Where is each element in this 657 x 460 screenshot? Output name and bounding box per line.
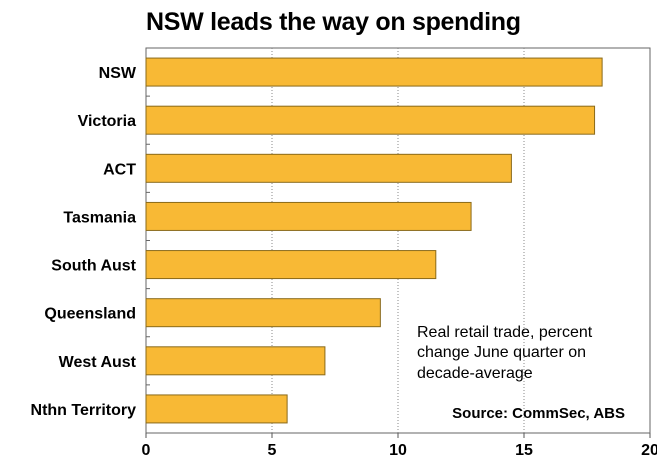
bar xyxy=(145,250,437,280)
bar xyxy=(145,57,603,87)
bar xyxy=(145,201,472,231)
x-axis: 0 5 10 15 20 xyxy=(142,433,657,459)
category-label: West Aust xyxy=(59,354,137,371)
category-label: Queensland xyxy=(44,306,136,323)
x-tick-label: 10 xyxy=(389,442,407,459)
x-tick-label: 0 xyxy=(142,442,151,459)
bar xyxy=(145,153,512,183)
x-tick-label: 20 xyxy=(641,442,657,459)
bar xyxy=(145,298,381,328)
chart-title: NSW leads the way on spending xyxy=(146,8,521,36)
category-label: ACT xyxy=(103,161,136,178)
x-tick-label: 5 xyxy=(268,442,277,459)
category-label: NSW xyxy=(99,65,137,82)
source-note: Source: CommSec, ABS xyxy=(452,405,625,422)
category-label: Tasmania xyxy=(63,209,136,226)
bars xyxy=(145,57,603,424)
annotation-line-1: Real retail trade, percent xyxy=(417,324,593,341)
bar xyxy=(145,105,596,135)
category-label: Nthn Territory xyxy=(31,402,137,419)
x-tick-label: 15 xyxy=(515,442,533,459)
bar xyxy=(145,394,288,424)
annotation-line-3: decade-average xyxy=(417,365,533,382)
category-label: South Aust xyxy=(51,258,136,275)
annotation-line-2: change June quarter on xyxy=(417,344,586,361)
category-labels: NSW Victoria ACT Tasmania South Aust Queensla… xyxy=(31,65,137,419)
bar xyxy=(145,346,326,376)
category-label: Victoria xyxy=(78,113,137,130)
